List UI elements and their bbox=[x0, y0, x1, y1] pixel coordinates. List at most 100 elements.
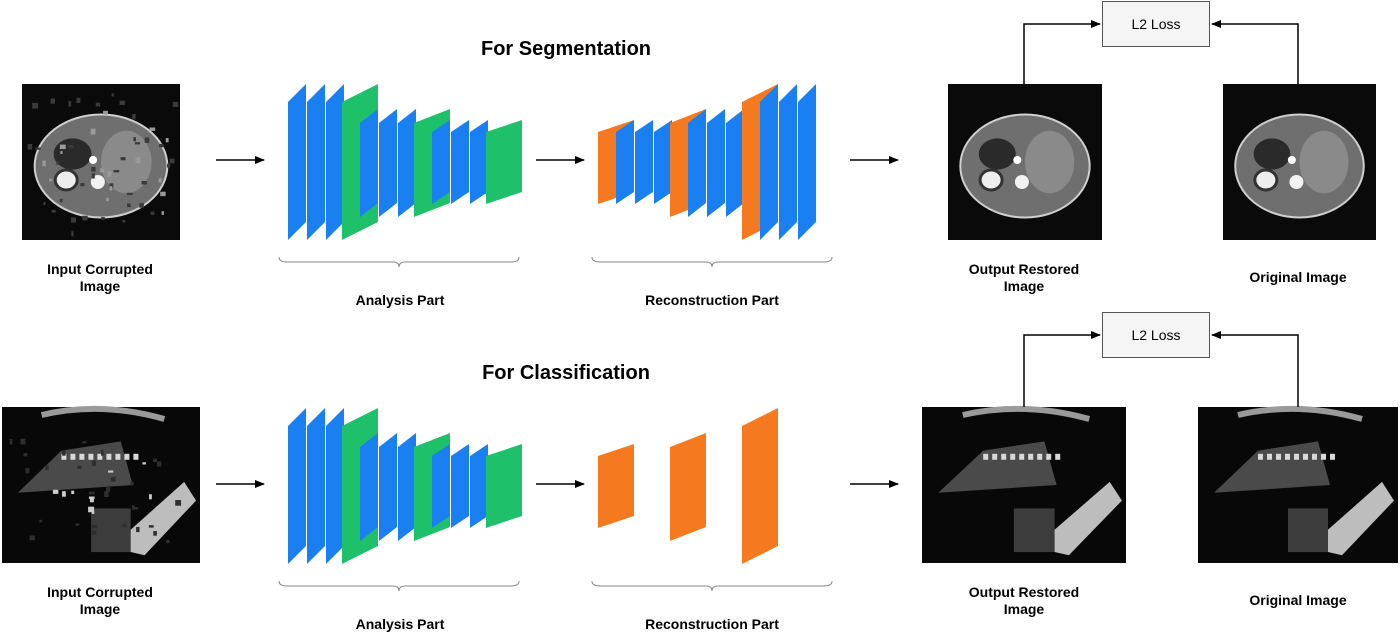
noise-patch bbox=[68, 101, 72, 107]
reconstruction-brace bbox=[591, 256, 833, 268]
noise-patch bbox=[39, 519, 43, 523]
noise-patch bbox=[103, 110, 108, 115]
noise-patch bbox=[70, 217, 76, 223]
output-restored-image bbox=[922, 405, 1126, 563]
bright-structure bbox=[70, 453, 76, 460]
noise-patch bbox=[166, 539, 170, 544]
classification-row bbox=[2, 331, 1398, 592]
noise-patch bbox=[25, 468, 30, 474]
noise-patch bbox=[62, 450, 66, 456]
conv-block bbox=[288, 408, 306, 564]
noise-patch bbox=[142, 462, 146, 465]
conv-block bbox=[360, 433, 378, 541]
noise-patch bbox=[43, 201, 46, 206]
conv-block bbox=[654, 120, 672, 204]
original-image bbox=[1198, 405, 1398, 563]
vertebra bbox=[1014, 175, 1029, 189]
output-to-loss-arrow bbox=[1023, 331, 1101, 407]
bright-structure bbox=[61, 453, 67, 460]
probe-arc bbox=[40, 405, 166, 422]
bright-structure bbox=[1019, 453, 1025, 460]
conv-block bbox=[470, 444, 488, 528]
upconv-block bbox=[670, 433, 706, 541]
analysis-brace bbox=[278, 256, 520, 268]
bright-limb bbox=[1034, 481, 1122, 556]
conv-block bbox=[760, 84, 778, 240]
noise-patch bbox=[68, 145, 74, 149]
original-to-loss-arrow bbox=[1211, 331, 1299, 407]
input-corrupted-image bbox=[22, 84, 180, 240]
bright-structure bbox=[88, 453, 94, 460]
conv-block bbox=[779, 84, 797, 240]
noise-patch bbox=[122, 220, 126, 223]
tissue-region bbox=[17, 441, 133, 493]
noise-patch bbox=[134, 142, 141, 145]
bright-structure bbox=[133, 453, 139, 460]
dark-structure bbox=[91, 508, 131, 553]
l2-loss-box: L2 Loss bbox=[1102, 1, 1210, 47]
conv-block bbox=[432, 120, 450, 204]
noise-patch bbox=[88, 491, 95, 495]
noise-patch bbox=[159, 143, 164, 148]
analysis-part-label: Analysis Part bbox=[355, 292, 445, 308]
conv-block bbox=[326, 84, 344, 240]
aorta bbox=[1013, 156, 1022, 164]
original-image bbox=[1223, 84, 1376, 240]
output-to-loss-arrow bbox=[1023, 20, 1101, 84]
noise-patch bbox=[141, 181, 147, 185]
bright-structure bbox=[106, 453, 112, 460]
noise-patch bbox=[49, 178, 53, 182]
bright-structure bbox=[1010, 453, 1016, 460]
noise-patch bbox=[132, 113, 136, 120]
pool-block bbox=[486, 444, 522, 528]
noise-patch bbox=[59, 144, 66, 150]
noise-patch bbox=[89, 497, 94, 503]
noise-patch bbox=[32, 102, 39, 109]
noise-patch bbox=[42, 160, 46, 167]
conv-block bbox=[326, 408, 344, 564]
noise-patch bbox=[52, 489, 59, 494]
bright-structure bbox=[1046, 453, 1052, 460]
conv-block bbox=[288, 84, 306, 240]
noise-patch bbox=[9, 438, 13, 445]
noise-patch bbox=[120, 157, 126, 161]
bright-structure bbox=[1258, 453, 1263, 460]
bright-structure bbox=[1294, 453, 1299, 460]
noise-patch bbox=[62, 491, 66, 497]
noise-patch bbox=[27, 143, 33, 150]
conv-block bbox=[398, 109, 416, 217]
noise-patch bbox=[60, 151, 63, 154]
original-to-loss-arrow bbox=[1211, 20, 1299, 84]
noise-patch bbox=[91, 173, 95, 179]
upconv-block bbox=[742, 408, 778, 564]
organ-bowel bbox=[1253, 138, 1291, 170]
organ-bowel bbox=[978, 138, 1016, 170]
noise-patch bbox=[71, 490, 75, 494]
pool-block bbox=[486, 120, 522, 204]
conv-block bbox=[379, 109, 397, 217]
input-corrupted-image bbox=[2, 405, 200, 563]
output-restored-image bbox=[948, 84, 1102, 240]
segmentation-title: For Segmentation bbox=[480, 38, 652, 60]
bright-structure bbox=[1285, 453, 1290, 460]
noise-patch bbox=[119, 100, 125, 106]
probe-arc bbox=[962, 405, 1091, 422]
noise-patch bbox=[133, 137, 136, 142]
conv-block bbox=[379, 433, 397, 541]
reconstruction-brace bbox=[591, 580, 833, 592]
noise-patch bbox=[106, 197, 109, 202]
bright-structure bbox=[983, 453, 989, 460]
bright-limb bbox=[1308, 481, 1394, 556]
noise-patch bbox=[167, 163, 171, 168]
noise-patch bbox=[149, 127, 156, 131]
analysis-part-label: Analysis Part bbox=[355, 616, 445, 632]
organ-bowel bbox=[53, 138, 92, 170]
noise-patch bbox=[144, 137, 150, 143]
output-restored-label: Output Restored Image bbox=[968, 584, 1080, 617]
noise-patch bbox=[101, 216, 105, 220]
conv-block bbox=[432, 444, 450, 528]
input-corrupted-label: Input Corrupted Image bbox=[47, 584, 153, 617]
noise-patch bbox=[82, 441, 87, 444]
noise-patch bbox=[76, 97, 81, 103]
